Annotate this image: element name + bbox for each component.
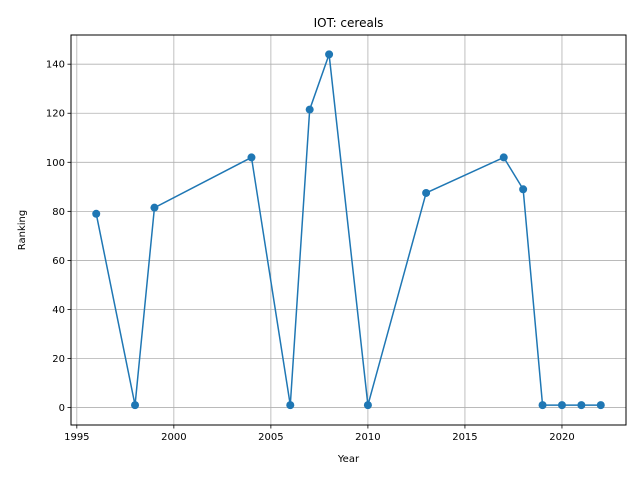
x-tick-label: 2010 [355,432,380,443]
chart-title: IOT: cereals [314,16,384,30]
y-tick-label: 100 [46,158,65,169]
y-tick-label: 40 [52,305,65,316]
data-point [499,153,508,162]
data-point [92,209,101,218]
y-tick-label: 0 [59,403,65,414]
data-point [577,401,586,410]
data-point [325,50,334,59]
grid [71,35,626,425]
data-point [363,401,372,410]
x-tick-label: 2020 [549,432,574,443]
data-point [519,185,528,194]
data-point [286,401,295,410]
x-axis-label: Year [337,454,360,465]
y-axis-label: Ranking [17,210,28,250]
series-layer [92,50,605,410]
data-point [305,105,314,114]
data-point [150,203,159,212]
data-point [538,401,547,410]
plot-area-frame [70,34,627,426]
data-point [596,401,605,410]
y-tick-label: 20 [52,354,65,365]
x-tick-label: 2000 [161,432,186,443]
data-point [557,401,566,410]
x-tick-label: 1995 [64,432,89,443]
y-tick-label: 60 [52,256,65,267]
x-tick-label: 2015 [452,432,477,443]
data-point [131,401,140,410]
x-tick-label: 2005 [258,432,283,443]
y-tick-label: 120 [46,109,65,120]
y-tick-label: 140 [46,60,65,71]
y-tick-label: 80 [52,207,65,218]
axis-ticks: 1995 2000 2005 2010 2015 2020 0 20 40 60 80 100 120 1… [46,60,575,443]
data-point [247,153,256,162]
series-line [95,54,601,406]
data-point [422,188,431,197]
